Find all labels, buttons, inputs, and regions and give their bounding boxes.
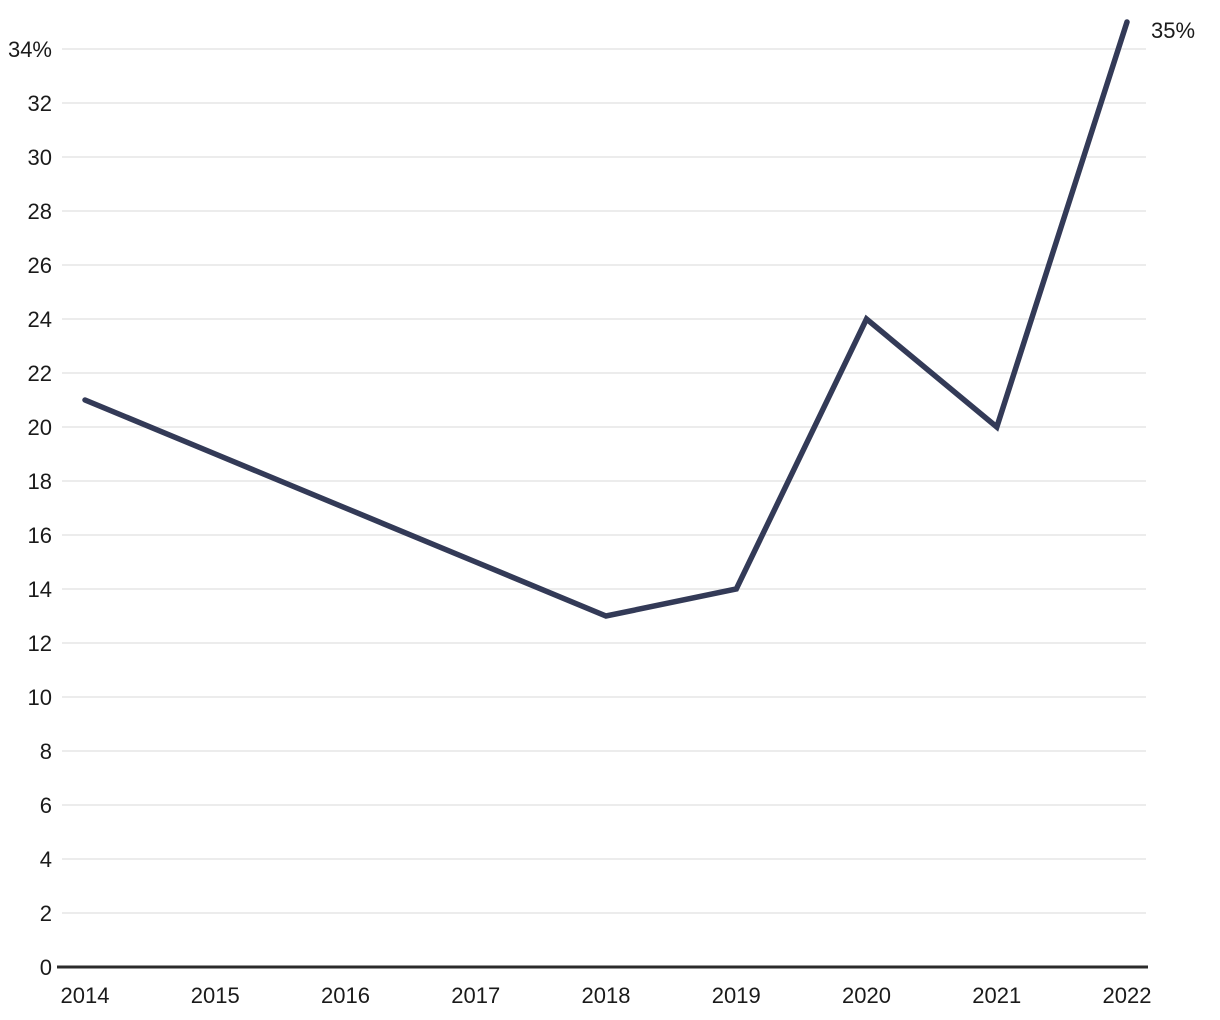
end-value-label: 35%	[1151, 18, 1195, 43]
x-tick-label: 2020	[842, 983, 891, 1008]
x-tick-label: 2021	[972, 983, 1021, 1008]
y-tick-label: 32	[28, 91, 52, 116]
y-tick-label: 18	[28, 469, 52, 494]
y-tick-label: 20	[28, 415, 52, 440]
y-tick-label: 0	[40, 955, 52, 980]
x-tick-label: 2016	[321, 983, 370, 1008]
y-tick-label: 24	[28, 307, 52, 332]
y-tick-label: 30	[28, 145, 52, 170]
y-tick-label: 14	[28, 577, 52, 602]
y-tick-label: 4	[40, 847, 52, 872]
x-tick-label: 2015	[191, 983, 240, 1008]
y-tick-label: 2	[40, 901, 52, 926]
y-tick-label: 8	[40, 739, 52, 764]
data-line	[82, 19, 1130, 619]
y-tick-label: 6	[40, 793, 52, 818]
y-tick-label: 34%	[8, 37, 52, 62]
y-tick-label: 12	[28, 631, 52, 656]
y-tick-label: 22	[28, 361, 52, 386]
x-tick-label: 2018	[582, 983, 631, 1008]
y-tick-label: 10	[28, 685, 52, 710]
x-tick-label: 2014	[61, 983, 110, 1008]
y-tick-label: 16	[28, 523, 52, 548]
y-tick-label: 26	[28, 253, 52, 278]
y-tick-label: 28	[28, 199, 52, 224]
x-tick-label: 2022	[1103, 983, 1152, 1008]
x-tick-label: 2017	[451, 983, 500, 1008]
x-tick-label: 2019	[712, 983, 761, 1008]
